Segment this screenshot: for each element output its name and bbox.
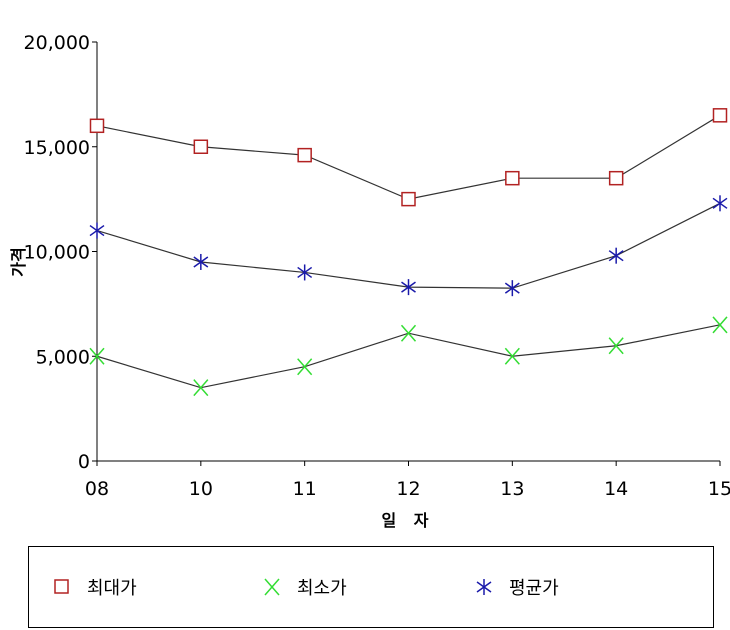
data-point (712, 108, 728, 123)
asterisk-marker-icon (476, 579, 492, 595)
legend-item-min: 최소가 (263, 547, 347, 627)
x-tick-label: 08 (85, 478, 109, 500)
square-marker-icon (54, 579, 69, 594)
legend-label-avg: 평균가 (509, 578, 559, 599)
series-markers (89, 108, 728, 397)
data-point (193, 139, 209, 154)
legend-label-min: 최소가 (297, 578, 347, 599)
data-point (608, 170, 624, 186)
legend: 최대가 최소가 평균가 (28, 546, 714, 628)
x-tick-label: 12 (396, 478, 420, 500)
y-axis-title: 가격 (9, 247, 28, 276)
data-point (504, 347, 520, 365)
x-tick-label: 11 (293, 478, 317, 500)
data-point (193, 379, 209, 397)
x-tick-label: 15 (708, 478, 730, 500)
legend-label-max: 최대가 (87, 578, 137, 599)
x-tick-label: 10 (189, 478, 213, 500)
data-point (712, 316, 728, 334)
legend-item-max: 최대가 (53, 547, 137, 627)
data-point (401, 279, 416, 296)
data-point (89, 222, 105, 239)
series-lines (96, 114, 721, 389)
data-point (608, 337, 624, 355)
data-point (89, 347, 105, 365)
data-point (297, 358, 313, 376)
y-tick-label: 5,000 (36, 346, 90, 368)
x-marker-icon (264, 578, 280, 596)
x-tick-label: 14 (604, 478, 628, 500)
y-tick-label: 15,000 (24, 137, 90, 159)
series-line-0 (96, 114, 721, 200)
data-point (504, 280, 520, 297)
data-point (297, 264, 313, 281)
data-point (505, 170, 520, 186)
x-tick-label: 13 (500, 478, 524, 500)
y-tick-label: 20,000 (24, 32, 90, 54)
data-point (401, 191, 416, 207)
x-axis-title: 일 자 (381, 511, 434, 530)
data-point (297, 147, 312, 163)
y-tick-label: 10,000 (24, 242, 90, 264)
axes: 0 5,000 10,000 15,000 20,000 08 10 11 12 13 14 15 (24, 32, 730, 500)
y-tick-label: 0 (78, 451, 90, 473)
series-line-2 (96, 202, 721, 289)
legend-item-avg: 평균가 (475, 547, 559, 627)
data-point (712, 195, 728, 212)
data-point (89, 118, 105, 134)
data-point (400, 324, 417, 342)
data-point (193, 253, 209, 270)
data-point (608, 247, 624, 264)
